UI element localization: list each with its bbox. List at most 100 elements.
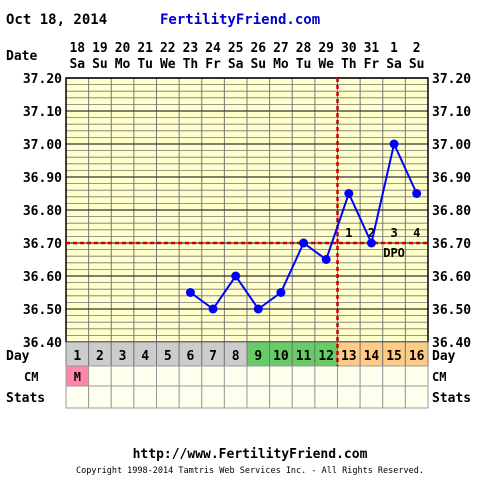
cm-cell — [314, 365, 338, 387]
weekday-label: Mo — [273, 57, 289, 72]
cm-cell — [337, 365, 361, 387]
date-label: 31 — [364, 41, 380, 56]
cm-cell — [110, 365, 135, 387]
y-tick-label-right: 37.20 — [432, 72, 471, 87]
date-label: 24 — [205, 41, 221, 56]
date-label: 18 — [69, 41, 85, 56]
date-label: 29 — [318, 41, 334, 56]
y-tick-label-right: 37.00 — [432, 138, 471, 153]
cycle-day-number: 13 — [341, 349, 357, 364]
weekday-label: Mo — [115, 57, 131, 72]
date-label: 30 — [341, 41, 357, 56]
stats-cell — [269, 385, 293, 409]
cm-cell — [404, 365, 429, 387]
stats-cell — [291, 385, 316, 409]
y-tick-label-left: 36.80 — [23, 204, 62, 219]
date-label: 2 — [413, 41, 421, 56]
stats-cell — [156, 385, 180, 409]
dpo-number: 3 — [390, 226, 397, 240]
chart-date: Oct 18, 2014 — [6, 12, 107, 28]
cycle-day-number: 6 — [187, 349, 195, 364]
date-row-label: Date — [6, 49, 37, 64]
temperature-point — [299, 238, 309, 248]
cm-cell — [88, 365, 112, 387]
y-tick-label-right: 36.90 — [432, 171, 471, 186]
cm-row-label-right: CM — [432, 370, 446, 384]
cm-cell — [133, 365, 157, 387]
y-tick-label-left: 36.60 — [23, 270, 62, 285]
y-tick-label-right: 36.80 — [432, 204, 471, 219]
cm-cell — [269, 365, 293, 387]
cm-cell — [178, 365, 203, 387]
y-tick-label-right: 37.10 — [432, 105, 471, 120]
stats-cell — [359, 385, 384, 409]
cycle-day-number: 15 — [386, 349, 402, 364]
stats-row-label-right: Stats — [432, 391, 471, 406]
stats-cell — [337, 385, 361, 409]
date-label: 21 — [137, 41, 153, 56]
dpo-number: 2 — [368, 226, 375, 240]
cm-cell — [291, 365, 316, 387]
cm-cell — [223, 365, 248, 387]
cm-value: M — [74, 370, 81, 384]
weekday-label: Th — [183, 57, 199, 72]
weekday-label: Sa — [69, 57, 85, 72]
cm-cell — [201, 365, 225, 387]
temperature-point — [253, 304, 263, 314]
cm-cell — [246, 365, 271, 387]
date-label: 20 — [115, 41, 131, 56]
stats-cell — [382, 385, 406, 409]
weekday-label: Su — [409, 57, 425, 72]
cm-cell — [359, 365, 384, 387]
date-label: 25 — [228, 41, 244, 56]
y-tick-label-left: 37.00 — [23, 138, 62, 153]
stats-cell — [201, 385, 225, 409]
cycle-day-number: 2 — [96, 349, 104, 364]
cycle-day-number: 11 — [296, 349, 312, 364]
cycle-day-number: 16 — [409, 349, 425, 364]
cm-cell — [156, 365, 180, 387]
y-tick-label-left: 36.40 — [23, 336, 62, 351]
stats-cell — [178, 385, 203, 409]
temperature-point — [321, 255, 331, 264]
y-tick-label-right: 36.60 — [432, 270, 471, 285]
day-row-label-left: Day — [6, 349, 30, 364]
weekday-label: Fr — [364, 57, 380, 72]
date-label: 26 — [250, 41, 266, 56]
cm-row-label-left: CM — [24, 370, 38, 384]
weekday-label: Sa — [228, 57, 244, 72]
weekday-label: We — [160, 57, 176, 72]
temperature-point — [208, 304, 218, 314]
dpo-number: 1 — [345, 226, 352, 240]
temperature-point — [344, 189, 354, 198]
stats-cell — [404, 385, 429, 409]
stats-cell — [223, 385, 248, 409]
y-tick-label-left: 36.70 — [23, 237, 62, 252]
stats-cell — [133, 385, 157, 409]
cycle-day-number: 7 — [209, 349, 217, 364]
weekday-label: Tu — [137, 57, 153, 72]
stats-row-label-left: Stats — [6, 391, 45, 406]
cycle-day-number: 8 — [232, 349, 240, 364]
stats-cell — [65, 385, 90, 409]
weekday-label: Th — [341, 57, 357, 72]
y-tick-label-left: 37.10 — [23, 105, 62, 120]
cycle-day-number: 1 — [73, 349, 81, 364]
temperature-point — [276, 288, 286, 297]
temperature-point — [366, 238, 376, 248]
date-label: 23 — [183, 41, 199, 56]
date-label: 27 — [273, 41, 289, 56]
date-label: 28 — [296, 41, 312, 56]
y-tick-label-left: 36.50 — [23, 303, 62, 318]
date-label: 1 — [390, 41, 398, 56]
y-tick-label-right: 36.70 — [432, 237, 471, 252]
temperature-point — [389, 139, 399, 149]
footer-url[interactable]: http://www.FertilityFriend.com — [133, 447, 368, 462]
footer-copyright: Copyright 1998-2014 Tamtris Web Services… — [76, 466, 424, 476]
dpo-number: 4 — [413, 226, 420, 240]
cycle-day-number: 10 — [273, 349, 289, 364]
stats-cell — [88, 385, 112, 409]
y-tick-label-left: 36.90 — [23, 171, 62, 186]
stats-cell — [110, 385, 135, 409]
